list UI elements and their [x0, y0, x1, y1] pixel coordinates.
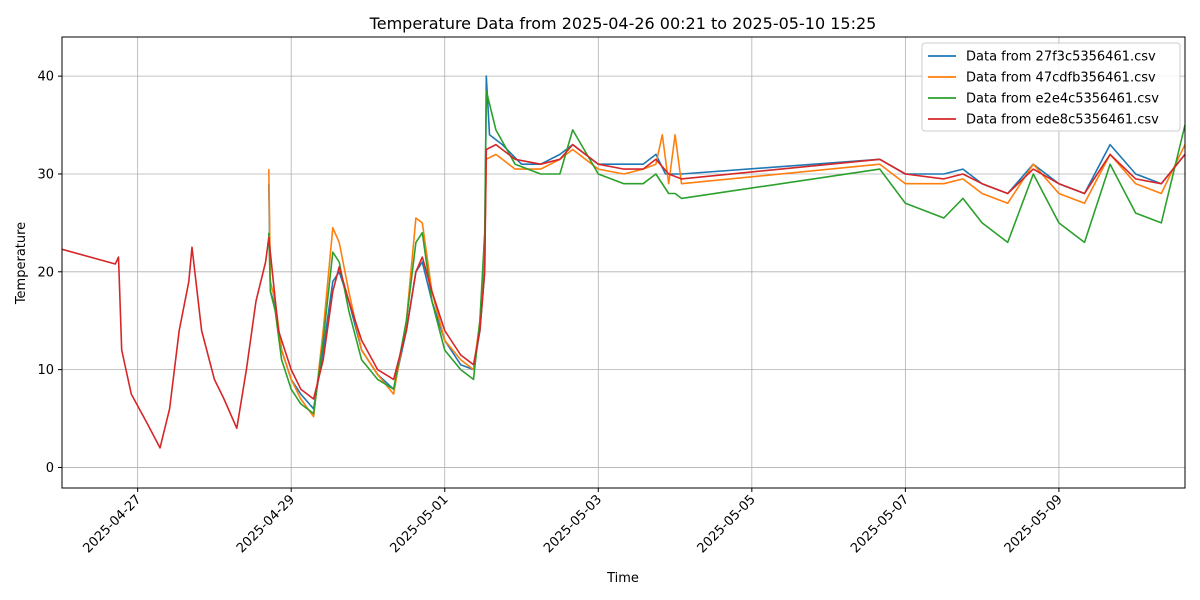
series-line-4: [62, 143, 1185, 449]
series-line-2: [268, 134, 1185, 418]
y-tick-label: 0: [46, 461, 54, 476]
legend: Data from 27f3c5356461.csv Data from 47cd…: [921, 42, 1181, 132]
y-tick-label: 30: [37, 167, 54, 182]
chart-title: Temperature Data from 2025-04-26 00:21 t…: [369, 14, 877, 33]
legend-label: Data from 47cdfb356461.csv: [966, 71, 1156, 86]
y-axis-label: Temperature: [14, 222, 29, 305]
legend-label: Data from ede8c5356461.csv: [966, 113, 1159, 128]
y-tick-label: 10: [37, 363, 54, 378]
y-axis-ticks: 0 10 20 30 40: [37, 70, 62, 476]
legend-label: Data from e2e4c5356461.csv: [966, 92, 1159, 107]
legend-label: Data from 27f3c5356461.csv: [966, 50, 1156, 65]
y-tick-label: 40: [37, 70, 54, 85]
y-tick-label: 20: [37, 265, 54, 280]
series-lines: [62, 75, 1185, 449]
legend-box: [921, 42, 1181, 132]
series-line-3: [268, 90, 1185, 415]
x-axis-label: Time: [606, 571, 639, 586]
plot-frame: [61, 36, 1186, 489]
